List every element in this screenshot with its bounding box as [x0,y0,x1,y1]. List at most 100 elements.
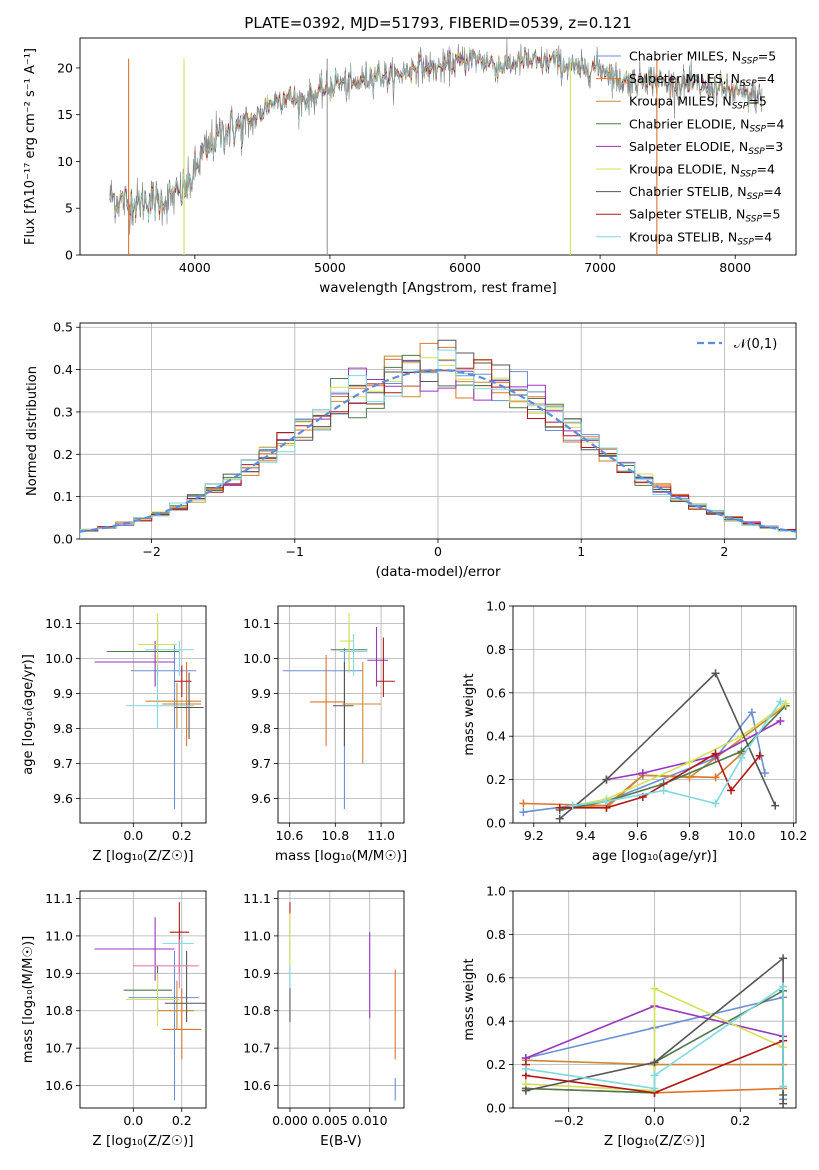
y-axis-label: mass weight [462,673,477,755]
y-tick-label: 9.8 [251,721,271,736]
legend-nssp-eq: = [748,94,758,109]
y-tick-label: 9.6 [251,791,271,806]
legend-nssp-eq: = [757,162,767,177]
x-tick-label: 0.0 [123,828,143,843]
legend-series-name: Kroupa STELIB [629,229,720,244]
y-tick-label: 0.6 [486,685,506,700]
legend-label: Chabrier MILES, NSSP=5 [629,49,776,67]
x-axis-label: Z [log₁₀(Z/Z☉)] [604,1133,705,1149]
legend-nssp-prefix: , N [724,49,741,64]
weight-marker [521,1086,530,1095]
x-tick-label: 10.2 [779,828,807,843]
error-bar-point [106,620,180,676]
x-tick-label: 0 [434,544,442,559]
error-bar-point [162,935,194,966]
weight-marker [650,1071,659,1080]
error-bar-point [367,627,388,687]
x-tick-label: −1 [286,544,304,559]
x-tick-label: 0.2 [172,1113,192,1128]
axes-frame [277,890,405,1109]
error-bar-point [162,662,202,746]
weight-marker [760,769,769,778]
y-tick-label: 0.4 [486,1014,506,1029]
weight-marker [711,669,720,678]
weight-marker [776,697,785,706]
legend-nssp-sub: SSP [749,124,766,134]
weight-series-line [559,671,776,820]
spectrum-line-kroupa-stelib [109,48,762,221]
legend-nssp-prefix: , N [729,184,746,199]
y-axis-label: age [log₁₀(age/yr)] [21,654,36,775]
weight-marker [737,753,746,762]
weight-marker [781,699,790,708]
x-tick-label: 0.0 [123,1113,143,1128]
weight-series-line [572,701,782,807]
y-tick-label: 9.9 [251,686,271,701]
y-tick-label: 9.8 [53,721,73,736]
plot-area [94,902,206,1101]
weight-marker [711,749,720,758]
x-axis-label: Z [log₁₀(Z/Z☉)] [92,848,193,864]
y-tick-label: 0.6 [486,970,506,985]
y-tick-label: 9.7 [251,756,271,771]
y-axis-label: Flux [fλ10⁻¹⁷ erg cm⁻² s⁻¹ A⁻¹] [23,48,38,245]
x-tick-label: 11.0 [367,828,395,843]
axes-frame [277,605,405,824]
error-bar-point [310,655,345,746]
legend-series-name: Kroupa ELODIE [629,162,723,177]
y-axis-label: mass weight [462,958,477,1040]
weight-marker [685,773,694,782]
age-vs-mass-panel: 10.6 10.8 11.0 9.6 9.7 9.8 9.9 10.0 10.1 mass [lo… [243,605,407,864]
weight-marker [638,769,647,778]
y-tick-label: 0.8 [486,642,506,657]
legend-label: Chabrier STELIB, NSSP=4 [629,184,782,202]
legend-nssp-eq: = [762,207,772,222]
x-axis-label: wavelength [Angstrom, rest frame] [319,280,557,296]
x-tick-label: 9.8 [680,828,700,843]
figure-title: PLATE=0392, MJD=51793, FIBERID=0539, z=0… [244,14,631,32]
plot-area [109,38,763,255]
plot-area [519,669,790,823]
legend-nssp-eq: = [754,229,764,244]
legend-nssp-eq: = [757,71,767,86]
legend-nssp-value: 4 [767,71,775,86]
legend-nssp-sub: SSP [748,147,765,157]
weight-marker [650,984,659,993]
x-axis-label: age [log₁₀(age/yr)] [592,848,717,864]
weight-marker [755,751,764,760]
y-tick-label: 0.5 [53,320,73,335]
error-bar-point [157,980,194,1030]
plot-area [282,613,395,809]
legend-nssp-prefix: , N [723,71,740,86]
error-bar-point [133,939,199,989]
x-tick-label: 6000 [449,260,481,275]
legend-nssp-eq: = [758,49,768,64]
y-tick-label: 10.9 [45,966,73,981]
legend-nssp-prefix: , N [720,229,737,244]
legend-nssp-value: 4 [774,184,782,199]
legend-nssp-value: 5 [759,94,767,109]
axes-frame [512,890,797,1109]
y-tick-label: 0.0 [486,1101,506,1116]
weight-marker [711,773,720,782]
legend-nssp-prefix: , N [723,162,740,177]
y-tick-label: 9.7 [53,756,73,771]
weight-marker [568,801,577,810]
weight-marker [521,1064,530,1073]
x-tick-label: 1 [577,544,585,559]
legend-nssp-sub: SSP [745,215,762,225]
x-tick-label: −0.2 [554,1113,584,1128]
axes-frame [79,890,207,1109]
y-tick-label: 11.1 [45,891,73,906]
error-bar-point [138,613,177,673]
x-tick-label: 9.4 [576,828,596,843]
y-tick-label: 10.0 [45,651,73,666]
x-axis-label: Z [log₁₀(Z/Z☉)] [92,1133,193,1149]
weight-marker [650,1058,659,1067]
weight-series-line [525,987,784,1092]
age-vs-metallicity-panel: 0.0 0.2 9.6 9.7 9.8 9.9 10.0 10.1 Z [log₁₀(Z/Z☉)… [21,605,207,864]
x-tick-label: 0.2 [172,828,192,843]
legend-series-name: Salpeter STELIB [629,207,728,222]
legend-series-name: Chabrier STELIB [629,184,729,199]
